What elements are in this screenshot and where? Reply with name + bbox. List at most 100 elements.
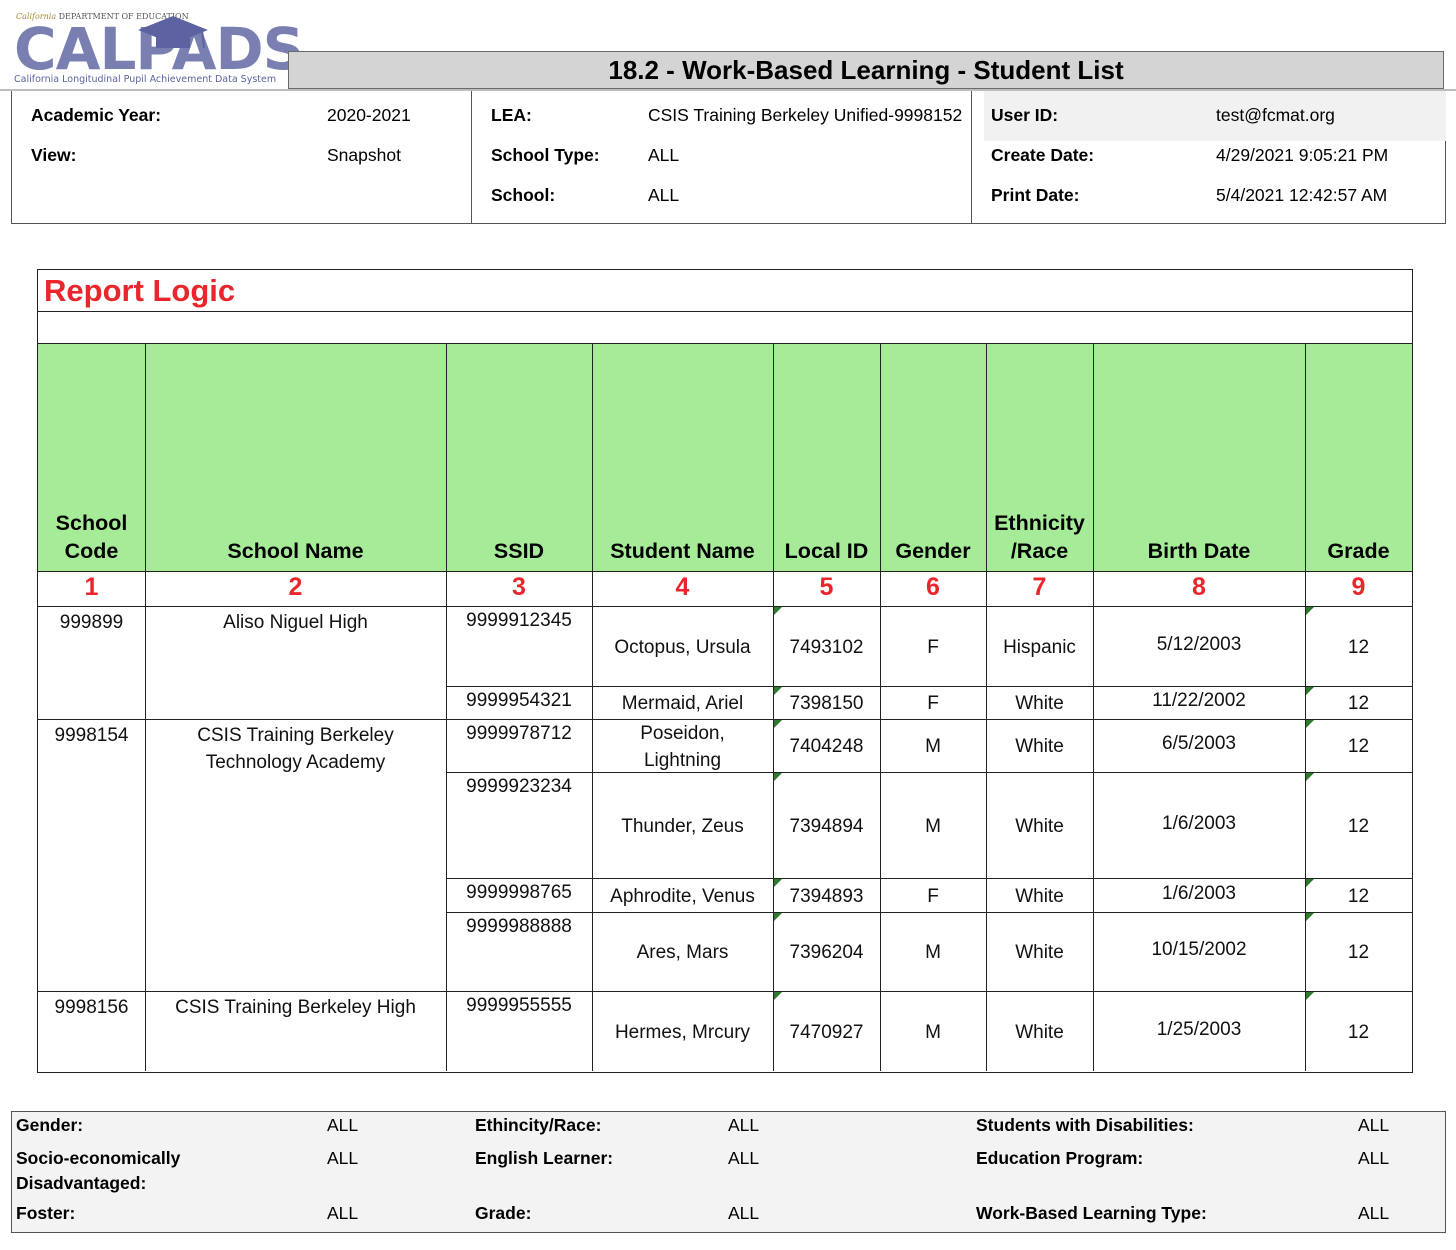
filter-english-learner-label: English Learner:: [475, 1148, 614, 1168]
school-type-value: ALL: [648, 145, 680, 165]
student-name-line: Lightning: [643, 749, 722, 771]
filter-disabilities-label: Students with Disabilities:: [976, 1115, 1194, 1135]
cell-indicator-icon: [774, 913, 782, 921]
column-header: School Code: [38, 509, 145, 567]
ssid-cell: 9999954321: [466, 690, 572, 711]
cell-indicator-icon: [1306, 913, 1314, 921]
school-name-line: CSIS Training Berkeley High: [175, 997, 416, 1018]
grade-cell: 12: [1347, 885, 1370, 907]
grade-cell: 12: [1347, 942, 1370, 963]
student-name-cell: Thunder, Zeus: [592, 813, 773, 840]
column-number: 2: [288, 573, 303, 601]
filter-foster-label: Foster:: [16, 1203, 76, 1223]
filter-disabilities-value: ALL: [1358, 1115, 1390, 1135]
local-id-cell: 7404248: [789, 736, 864, 757]
cell-indicator-icon: [774, 992, 782, 1000]
cell-indicator-icon: [1306, 687, 1314, 695]
gender-cell: F: [927, 636, 939, 658]
column-divider: [773, 343, 774, 1071]
row-divider: [38, 719, 1412, 720]
create-date-label: Create Date:: [991, 145, 1095, 165]
school-label: School:: [491, 185, 556, 205]
school-value: ALL: [648, 185, 680, 205]
column-number: 6: [926, 573, 940, 601]
row-divider: [38, 991, 1412, 992]
filter-foster-value: ALL: [327, 1203, 359, 1223]
column-header-line2: SSID: [493, 539, 545, 563]
birth-date-cell: 1/6/2003: [1162, 812, 1236, 834]
column-header: Student Name: [592, 509, 773, 567]
cell-indicator-icon: [1306, 720, 1314, 728]
gender-cell: M: [925, 1021, 941, 1043]
column-header: Birth Date: [1093, 509, 1305, 567]
view-value: Snapshot: [327, 145, 401, 165]
birth-date-cell: 1/6/2003: [1162, 882, 1236, 904]
grade-cell: 12: [1347, 1021, 1370, 1043]
column-header-line1: [1305, 509, 1412, 537]
column-header-line1: School: [55, 511, 128, 535]
column-header-line2: /Race: [1010, 539, 1069, 563]
school-code-cell: 999899: [59, 612, 124, 633]
column-header-line1: [880, 509, 986, 537]
user-id-value: test@fcmat.org: [1216, 105, 1335, 125]
filter-grade-value: ALL: [728, 1203, 760, 1223]
cell-indicator-icon: [774, 773, 782, 781]
header-rule: [0, 89, 1456, 91]
filter-gender-label: Gender:: [16, 1115, 84, 1135]
cell-indicator-icon: [1306, 607, 1314, 615]
row-divider: [446, 878, 1412, 879]
graduation-cap-icon: [138, 16, 208, 49]
cell-indicator-icon: [774, 607, 782, 615]
ssid-cell: 9999912345: [466, 610, 572, 631]
column-header-line2: Grade: [1327, 539, 1390, 563]
local-id-cell: 7396204: [789, 942, 864, 963]
ssid-cell: 9999923234: [466, 776, 572, 797]
print-date-value: 5/4/2021 12:42:57 AM: [1216, 185, 1388, 205]
cell-indicator-icon: [774, 687, 782, 695]
birth-date-cell: 1/25/2003: [1156, 1018, 1242, 1040]
filter-socio-label: Socio-economically Disadvantaged:: [16, 1148, 181, 1193]
ethnicity-cell: White: [1015, 815, 1064, 837]
header-top-line: [38, 343, 1412, 344]
column-header: Ethnicity/Race: [986, 509, 1093, 567]
student-name-line: Mermaid, Ariel: [621, 693, 744, 714]
student-name-cell: Aphrodite, Venus: [592, 883, 773, 910]
birth-date-cell: 11/22/2002: [1152, 690, 1246, 711]
column-divider: [1305, 343, 1306, 1071]
column-header-line2: Student Name: [610, 539, 755, 563]
column-number: 1: [84, 573, 99, 601]
cell-indicator-icon: [1306, 773, 1314, 781]
user-id-label: User ID:: [991, 105, 1059, 125]
print-date-label: Print Date:: [991, 185, 1080, 205]
school-code-cell: 9998156: [54, 997, 129, 1018]
school-name-line: Technology Academy: [205, 752, 386, 773]
gender-cell: M: [925, 736, 941, 757]
birth-date-cell: 6/5/2003: [1162, 733, 1236, 754]
column-header-line1: [1093, 509, 1305, 537]
column-header: Grade: [1305, 509, 1412, 567]
ethnicity-cell: White: [1015, 736, 1064, 757]
ssid-cell: 9999955555: [466, 995, 572, 1016]
student-name-line: Aphrodite, Venus: [610, 885, 755, 907]
user-id-highlight: [984, 91, 1446, 141]
filter-ethnicity-value: ALL: [728, 1115, 760, 1135]
column-header-line2: School Name: [227, 539, 364, 563]
column-divider: [592, 343, 593, 1071]
info-divider: [971, 91, 972, 223]
ethnicity-cell: White: [1015, 942, 1064, 963]
ethnicity-cell: White: [1015, 1021, 1064, 1043]
logo-department-line: California DEPARTMENT OF EDUCATION: [16, 12, 189, 21]
column-header-line1: Ethnicity: [994, 511, 1085, 535]
school-name-cell: Aliso Niguel High: [145, 609, 446, 636]
column-divider: [446, 343, 447, 1071]
cell-indicator-icon: [774, 879, 782, 887]
header-bottom-line: [38, 571, 1412, 572]
filter-wbl-type-label: Work-Based Learning Type:: [976, 1203, 1207, 1223]
gender-cell: F: [927, 885, 939, 907]
gender-cell: F: [927, 693, 939, 714]
column-header-line1: [773, 509, 880, 537]
student-name-line: Octopus, Ursula: [614, 636, 751, 658]
gender-cell: M: [925, 942, 941, 963]
title-divider: [38, 311, 1412, 312]
column-header: School Name: [145, 509, 446, 567]
